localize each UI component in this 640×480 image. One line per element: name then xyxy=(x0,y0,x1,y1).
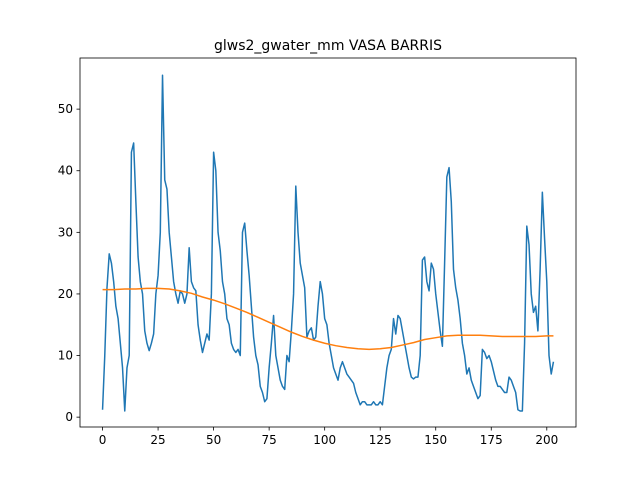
x-tick-label: 100 xyxy=(313,433,336,447)
x-tick-label: 75 xyxy=(261,433,276,447)
x-tick-label: 125 xyxy=(369,433,392,447)
x-tick-label: 50 xyxy=(206,433,221,447)
x-tick-label: 175 xyxy=(480,433,503,447)
y-tick-label: 0 xyxy=(65,410,73,424)
x-tick-label: 0 xyxy=(99,433,107,447)
x-tick-label: 25 xyxy=(150,433,165,447)
y-tick-label: 20 xyxy=(58,287,73,301)
x-tick-label: 200 xyxy=(535,433,558,447)
y-tick-label: 30 xyxy=(58,225,73,239)
y-tick-label: 40 xyxy=(58,164,73,178)
data-line xyxy=(101,74,555,412)
plot-frame xyxy=(79,57,577,428)
chart-title: glws2_gwater_mm VASA BARRIS xyxy=(214,38,442,54)
data-line xyxy=(102,287,554,351)
x-tick-label: 150 xyxy=(424,433,447,447)
y-tick-label: 50 xyxy=(58,102,73,116)
y-tick-label: 10 xyxy=(58,349,73,363)
